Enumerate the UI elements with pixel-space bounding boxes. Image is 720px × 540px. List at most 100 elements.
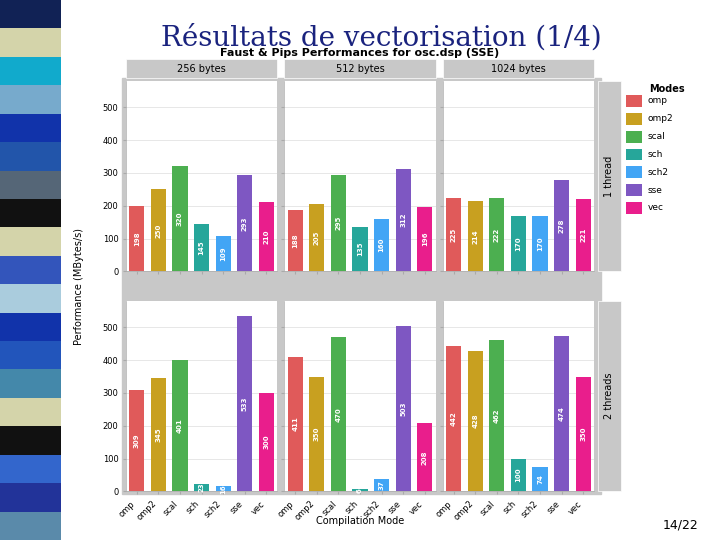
Bar bbox=[396, 169, 410, 271]
Bar bbox=[288, 356, 302, 491]
Text: 14/22: 14/22 bbox=[662, 519, 698, 532]
Text: 512 bytes: 512 bytes bbox=[336, 64, 384, 74]
Bar bbox=[330, 337, 346, 491]
Text: 145: 145 bbox=[199, 240, 204, 255]
Bar bbox=[330, 174, 346, 271]
Text: Performance (MBytes/s): Performance (MBytes/s) bbox=[74, 228, 84, 345]
Text: sse: sse bbox=[648, 186, 663, 194]
Bar bbox=[533, 467, 548, 491]
Bar bbox=[490, 199, 504, 271]
Text: scal: scal bbox=[648, 132, 666, 141]
Text: 1 thread: 1 thread bbox=[604, 156, 614, 197]
Text: 198: 198 bbox=[134, 232, 140, 246]
Text: 350: 350 bbox=[314, 427, 320, 441]
Bar bbox=[418, 207, 432, 271]
Text: sch: sch bbox=[648, 150, 663, 159]
Bar bbox=[468, 201, 483, 271]
Text: Faust & Pips Performances for osc.dsp (SSE): Faust & Pips Performances for osc.dsp (S… bbox=[220, 48, 500, 58]
Text: 401: 401 bbox=[177, 418, 183, 433]
Bar bbox=[194, 224, 209, 271]
Text: 428: 428 bbox=[472, 414, 478, 428]
Bar bbox=[554, 336, 569, 491]
Bar bbox=[446, 198, 462, 271]
Bar bbox=[194, 484, 209, 491]
Bar bbox=[353, 489, 368, 491]
Text: sch2: sch2 bbox=[648, 168, 669, 177]
Text: 23: 23 bbox=[199, 483, 204, 492]
Text: 109: 109 bbox=[220, 246, 226, 261]
Text: 221: 221 bbox=[580, 228, 586, 242]
Bar bbox=[130, 390, 144, 491]
Text: 300: 300 bbox=[264, 435, 269, 449]
Text: 462: 462 bbox=[494, 408, 500, 423]
Bar bbox=[446, 346, 462, 491]
Text: 470: 470 bbox=[336, 407, 341, 422]
Text: Compilation Mode: Compilation Mode bbox=[316, 516, 404, 526]
Text: 250: 250 bbox=[156, 223, 161, 238]
Text: 6: 6 bbox=[357, 488, 363, 493]
Text: 312: 312 bbox=[400, 213, 406, 227]
Text: omp2: omp2 bbox=[648, 114, 674, 123]
Text: 160: 160 bbox=[379, 238, 384, 252]
Text: 1024 bytes: 1024 bytes bbox=[491, 64, 546, 74]
Bar bbox=[216, 486, 230, 491]
Text: 309: 309 bbox=[134, 434, 140, 448]
Text: 188: 188 bbox=[292, 233, 298, 248]
Text: 293: 293 bbox=[242, 216, 248, 231]
Bar bbox=[259, 393, 274, 491]
Bar bbox=[172, 360, 187, 491]
Text: 350: 350 bbox=[580, 427, 586, 441]
Text: Résultats de vectorisation (1/4): Résultats de vectorisation (1/4) bbox=[161, 24, 602, 52]
Text: 225: 225 bbox=[451, 227, 456, 241]
Bar bbox=[150, 190, 166, 271]
Text: 411: 411 bbox=[292, 416, 298, 431]
Text: 170: 170 bbox=[516, 236, 521, 251]
Bar bbox=[468, 351, 483, 491]
Text: 345: 345 bbox=[156, 428, 161, 442]
Bar bbox=[554, 180, 569, 271]
Text: 533: 533 bbox=[242, 397, 248, 411]
Text: omp: omp bbox=[648, 97, 668, 105]
Text: 37: 37 bbox=[379, 481, 384, 490]
Bar bbox=[216, 235, 230, 271]
Text: 74: 74 bbox=[537, 474, 543, 484]
Bar bbox=[374, 480, 389, 491]
Bar bbox=[288, 210, 302, 271]
Text: 208: 208 bbox=[422, 450, 428, 464]
Text: 278: 278 bbox=[559, 219, 564, 233]
Bar bbox=[310, 204, 324, 271]
Bar bbox=[374, 219, 389, 271]
Text: 442: 442 bbox=[451, 411, 456, 426]
Text: 222: 222 bbox=[494, 228, 500, 242]
Text: 320: 320 bbox=[177, 212, 183, 226]
Text: 474: 474 bbox=[559, 406, 564, 421]
Text: 2 threads: 2 threads bbox=[604, 373, 614, 420]
Text: 503: 503 bbox=[400, 402, 406, 416]
Bar bbox=[237, 175, 252, 271]
Bar bbox=[418, 423, 432, 491]
Bar bbox=[576, 199, 590, 271]
Text: 170: 170 bbox=[537, 236, 543, 251]
Text: vec: vec bbox=[648, 204, 664, 212]
Bar bbox=[130, 206, 144, 271]
Text: 210: 210 bbox=[264, 230, 269, 244]
Text: 256 bytes: 256 bytes bbox=[177, 64, 226, 74]
Bar bbox=[576, 376, 590, 491]
Bar bbox=[310, 376, 324, 491]
Text: 135: 135 bbox=[357, 242, 363, 256]
Text: 214: 214 bbox=[472, 229, 478, 244]
Bar bbox=[172, 166, 187, 271]
Bar bbox=[259, 202, 274, 271]
Bar bbox=[533, 215, 548, 271]
Bar bbox=[396, 326, 410, 491]
Bar bbox=[237, 316, 252, 491]
Text: 16: 16 bbox=[220, 484, 226, 494]
Text: 100: 100 bbox=[516, 468, 521, 482]
Text: 205: 205 bbox=[314, 231, 320, 245]
Bar bbox=[490, 340, 504, 491]
Bar bbox=[511, 215, 526, 271]
Text: 295: 295 bbox=[336, 216, 341, 230]
Bar bbox=[353, 227, 368, 271]
Bar bbox=[511, 458, 526, 491]
Text: 196: 196 bbox=[422, 232, 428, 246]
